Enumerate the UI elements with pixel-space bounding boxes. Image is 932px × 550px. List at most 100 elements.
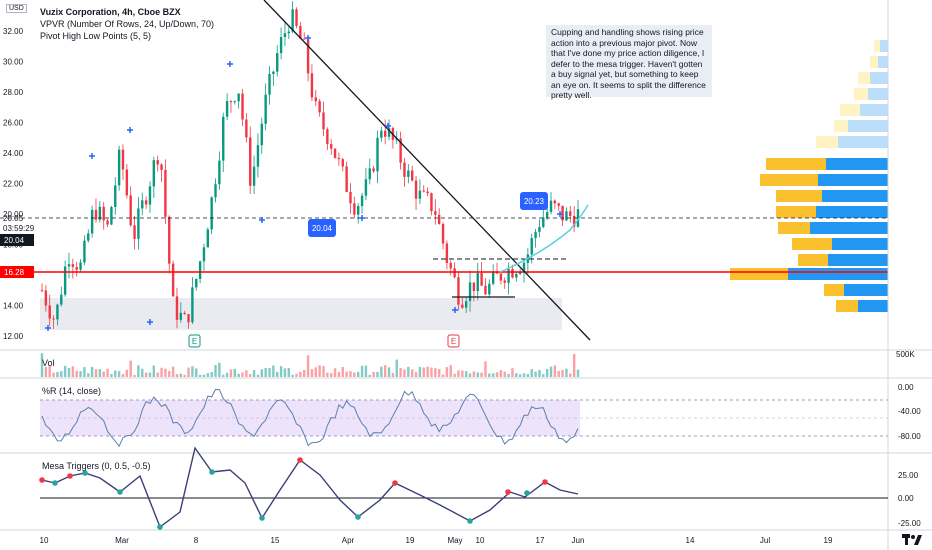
time-tick-5: 19: [406, 536, 415, 545]
vpvr-label[interactable]: VPVR (Number Of Rows, 24, Up/Down, 70): [40, 19, 215, 29]
candle-body: [303, 38, 306, 40]
svg-text:E: E: [192, 337, 197, 346]
candle-body: [468, 282, 472, 302]
volume-bar: [272, 365, 275, 377]
candle-body: [491, 271, 495, 284]
candle-body: [364, 179, 368, 196]
candle-body: [341, 159, 344, 167]
wr-pane-label[interactable]: %R (14, close): [42, 386, 102, 396]
volume-bar: [318, 365, 321, 377]
volume-bar: [441, 374, 445, 377]
volume-bar: [187, 367, 190, 377]
candle-body: [399, 138, 402, 163]
candle-body: [283, 33, 287, 38]
candle-body: [121, 149, 125, 170]
volume-bar: [144, 372, 148, 377]
volume-bar: [206, 373, 210, 377]
volume-bar: [538, 369, 541, 377]
volume-bar: [434, 368, 437, 377]
mesa-dot: [259, 515, 265, 521]
volume-bar: [511, 368, 514, 377]
volume-bar: [503, 371, 506, 377]
volume-bar: [233, 368, 237, 377]
vp-down-bar: [870, 56, 878, 68]
volume-bar: [484, 361, 487, 377]
vp-down-bar: [834, 120, 848, 132]
volume-bar: [414, 372, 418, 377]
volume-bar: [52, 372, 55, 377]
volume-bar: [183, 374, 186, 377]
volume-bar: [383, 365, 387, 377]
vp-up-bar: [880, 40, 888, 52]
time-tick-2: 8: [194, 536, 199, 545]
text-note[interactable]: Cupping and handling shows rising price …: [546, 25, 712, 100]
symbol-title[interactable]: Vuzix Corporation, 4h, Cboe BZX: [40, 7, 181, 17]
last-price-tag: 20.04: [4, 236, 25, 245]
candle-body: [515, 273, 518, 278]
candle-body: [175, 296, 179, 320]
volume-bar: [341, 367, 344, 377]
mesa-dot: [505, 489, 511, 495]
volume-bar: [561, 369, 564, 377]
earnings-marker-1[interactable]: E: [188, 334, 201, 348]
currency-badge[interactable]: USD: [6, 4, 27, 13]
mesa-dot: [117, 489, 123, 495]
candle-body: [407, 170, 410, 177]
volume-pane-label[interactable]: Vol: [42, 358, 55, 368]
legend: Vuzix Corporation, 4h, Cboe BZX VPVR (Nu…: [40, 6, 214, 42]
vp-down-bar: [816, 136, 838, 148]
volume-bar: [453, 373, 456, 377]
pivot-label-2[interactable]: 20.23: [520, 192, 548, 210]
candle-body: [63, 266, 67, 295]
candle-body: [110, 206, 113, 225]
candle-body: [368, 168, 371, 180]
candle-body: [218, 160, 221, 185]
mesa-dot: [392, 480, 398, 486]
volume-bar: [137, 365, 140, 377]
candle-body: [561, 205, 564, 221]
volume-axis-label: 500K: [896, 350, 915, 359]
pivot-label-1[interactable]: 20.04: [308, 219, 336, 237]
volume-bar: [71, 366, 75, 377]
time-tick-6: May: [447, 536, 462, 545]
candle-body: [125, 169, 129, 196]
mesa-tick-1: 0.00: [898, 494, 914, 503]
candle-body: [449, 262, 452, 269]
volume-bar: [249, 374, 252, 377]
earnings-marker-2[interactable]: E: [447, 334, 460, 348]
time-axis[interactable]: 10 Mar 8 15 Apr 19 May 10 17 Jun 14 Jul 19: [40, 536, 833, 545]
candle-body: [534, 231, 537, 239]
candle-body: [98, 206, 102, 220]
price-tick-6: 24.00: [3, 149, 24, 158]
vp-up-bar: [822, 190, 888, 202]
grey-range-box: [40, 298, 562, 330]
volume-bar: [195, 368, 198, 377]
candle-body: [287, 31, 290, 34]
price-axis[interactable]: 12.0014.0016.0018.0020.0022.0024.0026.00…: [3, 27, 24, 341]
time-tick-11: Jul: [760, 536, 770, 545]
volume-bar: [279, 366, 283, 377]
time-tick-9: Jun: [572, 536, 585, 545]
volume-bar: [418, 366, 422, 377]
wr-tick-1: -40.00: [898, 407, 921, 416]
volume-bar: [314, 367, 317, 377]
candle-body: [488, 283, 491, 295]
volume-bar: [330, 373, 333, 377]
candle-body: [430, 193, 433, 212]
vp-up-bar: [868, 88, 888, 100]
candle-body: [499, 273, 503, 281]
tradingview-logo: [902, 534, 922, 545]
candle-body: [79, 262, 82, 270]
trendline[interactable]: [263, 0, 591, 341]
candle-body: [380, 130, 383, 138]
volume-bar: [461, 370, 464, 377]
pivots-label[interactable]: Pivot High Low Points (5, 5): [40, 31, 152, 41]
wr-tick-2: -80.00: [898, 432, 921, 441]
vp-down-bar: [760, 174, 818, 186]
support-tag-bg: [0, 266, 34, 278]
vp-up-bar: [810, 222, 888, 234]
volume-bar: [291, 374, 294, 377]
candle-body: [225, 101, 229, 117]
mesa-pane-label[interactable]: Mesa Triggers (0, 0.5, -0.5): [42, 461, 151, 471]
